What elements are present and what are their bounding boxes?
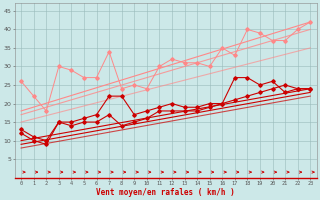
- X-axis label: Vent moyen/en rafales ( km/h ): Vent moyen/en rafales ( km/h ): [96, 188, 235, 197]
